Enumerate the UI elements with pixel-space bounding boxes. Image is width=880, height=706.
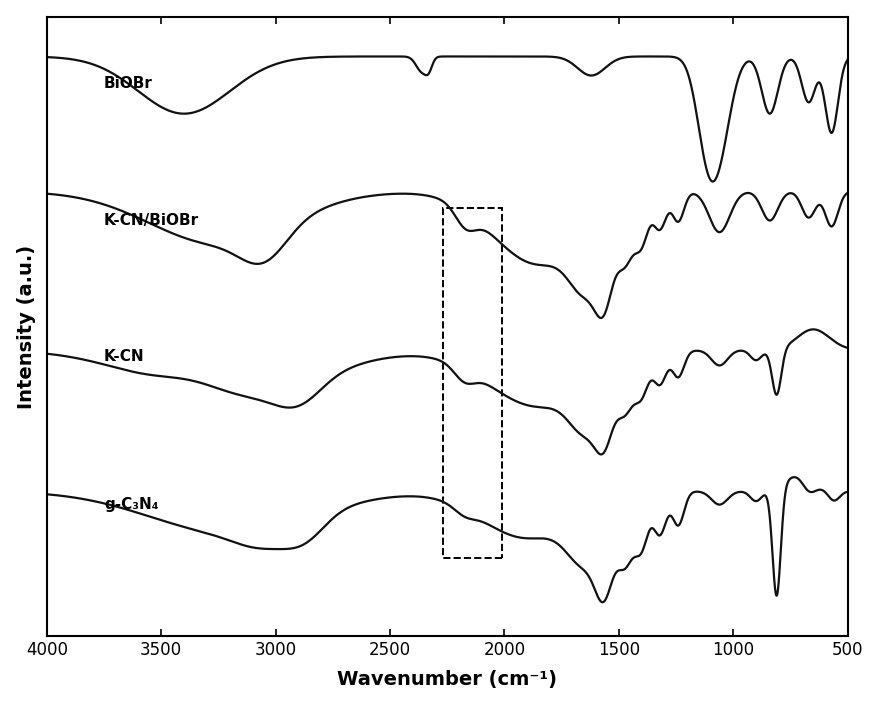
Text: g-C₃N₄: g-C₃N₄ [104, 497, 158, 512]
Y-axis label: Intensity (a.u.): Intensity (a.u.) [17, 244, 36, 409]
Text: K-CN: K-CN [104, 349, 144, 364]
X-axis label: Wavenumber (cm⁻¹): Wavenumber (cm⁻¹) [337, 670, 557, 689]
Bar [443, 208, 502, 558]
Text: K-CN/BiOBr: K-CN/BiOBr [104, 213, 199, 228]
Text: BiOBr: BiOBr [104, 76, 153, 92]
